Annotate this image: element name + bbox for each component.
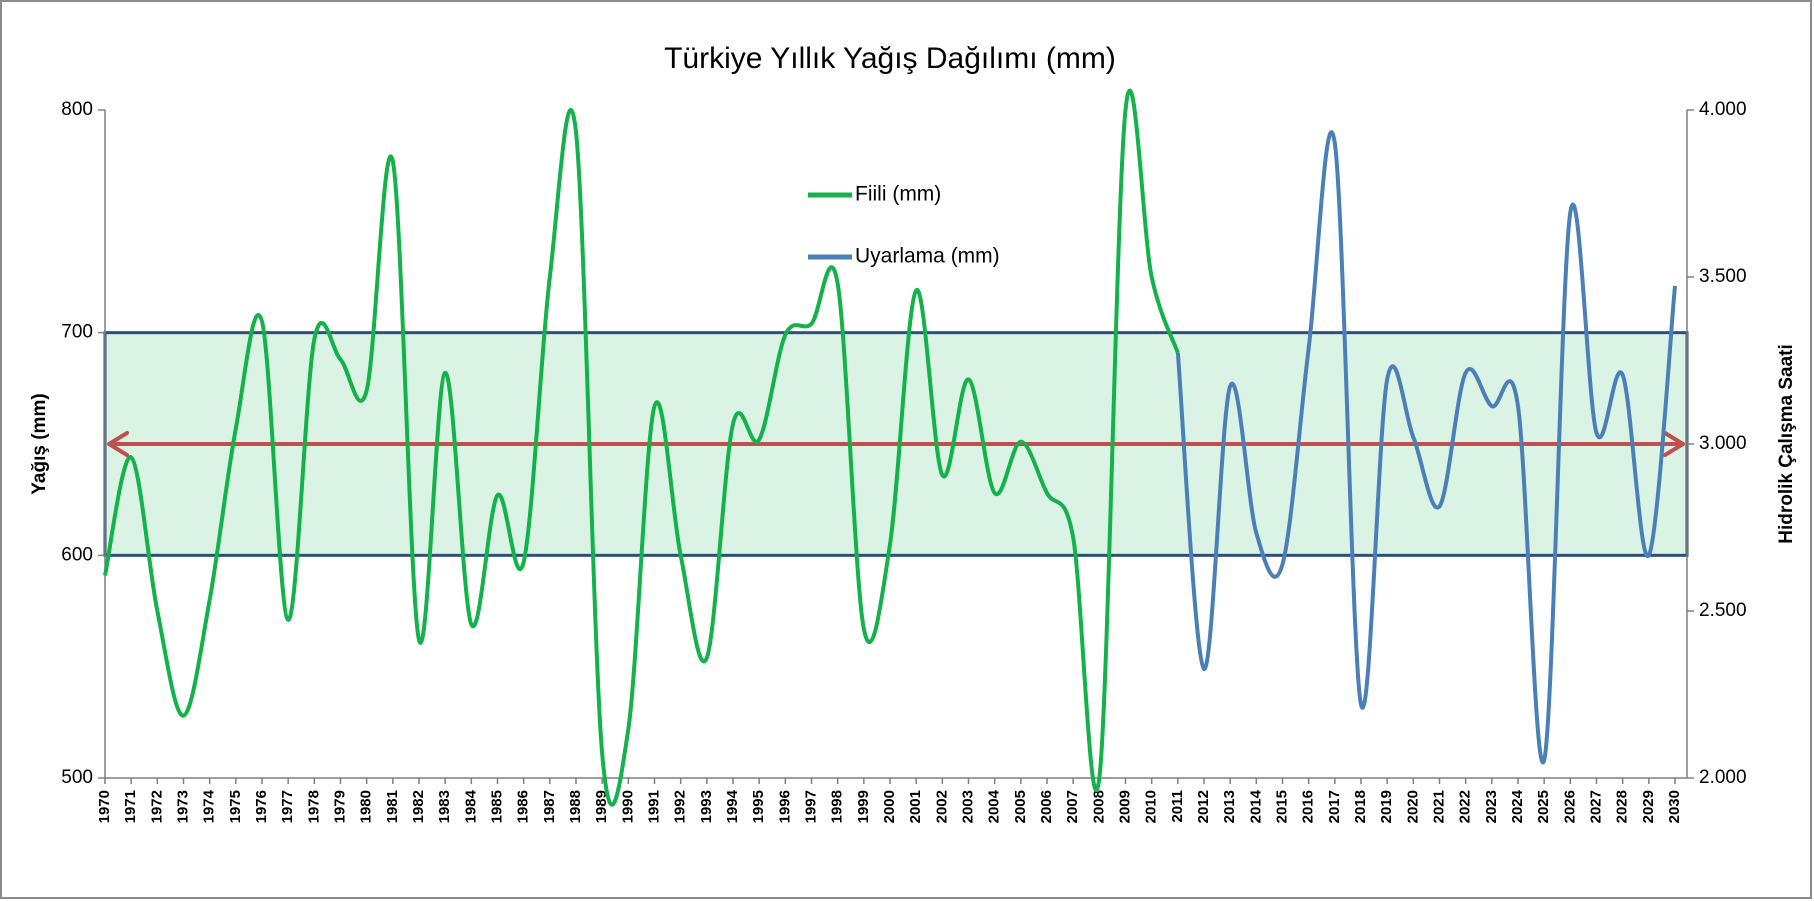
x-tick-label: 2017 [1326,790,1343,823]
x-tick-label: 2019 [1378,790,1395,823]
legend-label: Fiili (mm) [855,183,941,206]
series-line [1175,130,1677,765]
x-tick-label: 2027 [1587,790,1604,823]
x-tick-label: 2029 [1640,790,1657,823]
x-tick-label: 1988 [567,790,584,823]
y-axis-label: Yağış (mm) [29,393,50,494]
chart-title: Türkiye Yıllık Yağış Dağılımı (mm) [664,42,1116,75]
x-tick-label: 2004 [986,789,1003,823]
x-tick-label: 1996 [776,790,793,823]
x-tick-label: 2022 [1457,790,1474,823]
x-tick-label: 1972 [148,790,165,823]
y2-axis-label: Hidrolik Çalışma Saati [1776,344,1797,544]
x-tick-label: 1989 [593,790,610,823]
x-tick-label: 2009 [1116,790,1133,823]
x-tick-label: 2002 [933,790,950,823]
x-tick-label: 2020 [1404,790,1421,823]
x-tick-label: 2001 [907,790,924,823]
y-tick-label: 800 [61,99,93,120]
y-tick-label: 500 [61,767,93,788]
x-tick-label: 2026 [1561,790,1578,823]
x-tick-label: 1991 [645,790,662,823]
x-tick-label: 1983 [436,790,453,823]
x-tick-label: 2003 [959,790,976,823]
legend-label: Uyarlama (mm) [855,245,1000,268]
x-tick-label: 1998 [829,790,846,823]
x-tick-label: 1976 [253,790,270,823]
x-tick-label: 1970 [96,790,113,823]
x-tick-label: 1978 [305,790,322,823]
x-tick-label: 1974 [201,789,218,823]
y-tick-label: 700 [61,322,93,343]
y2-tick-label: 4.000 [1699,99,1747,120]
arrow-head [1663,431,1685,457]
x-tick-label: 2018 [1352,790,1369,823]
x-tick-label: 2015 [1273,790,1290,823]
x-tick-label: 1984 [462,789,479,823]
x-tick-label: 1980 [358,790,375,823]
x-tick-label: 1979 [331,790,348,823]
x-tick-label: 1982 [410,790,427,823]
y2-tick-label: 3.000 [1699,433,1747,454]
x-tick-label: 1995 [750,790,767,823]
y2-tick-label: 2.500 [1699,600,1747,621]
x-tick-label: 2016 [1300,790,1317,823]
arrow-head [107,431,129,457]
x-tick-label: 1985 [488,790,505,823]
x-tick-label: 2007 [1064,790,1081,823]
x-tick-label: 2023 [1483,790,1500,823]
x-tick-label: 1987 [541,790,558,823]
x-tick-label: 1994 [724,789,741,823]
y2-tick-label: 3.500 [1699,266,1747,287]
x-tick-label: 2021 [1430,790,1447,823]
x-tick-label: 1993 [698,790,715,823]
x-tick-label: 2013 [1221,790,1238,823]
x-tick-label: 1981 [384,790,401,823]
x-tick-label: 1990 [619,790,636,823]
x-tick-label: 2028 [1614,790,1631,823]
x-tick-label: 1999 [855,790,872,823]
x-tick-label: 2030 [1666,790,1683,823]
x-tick-label: 2024 [1509,789,1526,823]
x-tick-label: 1973 [174,790,191,823]
x-tick-label: 1975 [227,790,244,823]
x-tick-label: 2025 [1535,790,1552,823]
x-tick-label: 2008 [1090,790,1107,823]
x-tick-label: 2006 [1038,790,1055,823]
y2-tick-label: 2.000 [1699,767,1747,788]
x-tick-label: 2012 [1195,790,1212,823]
y-tick-label: 600 [61,544,93,565]
x-tick-label: 1997 [802,790,819,823]
x-tick-label: 2011 [1169,790,1186,823]
x-tick-label: 1971 [122,790,139,823]
x-tick-label: 1986 [515,790,532,823]
series-line [103,88,1180,807]
x-tick-label: 2014 [1247,789,1264,823]
x-tick-label: 2005 [1012,790,1029,823]
x-tick-label: 2000 [881,790,898,823]
x-tick-label: 2010 [1143,790,1160,823]
x-tick-label: 1977 [279,790,296,823]
x-tick-label: 1992 [672,790,689,823]
